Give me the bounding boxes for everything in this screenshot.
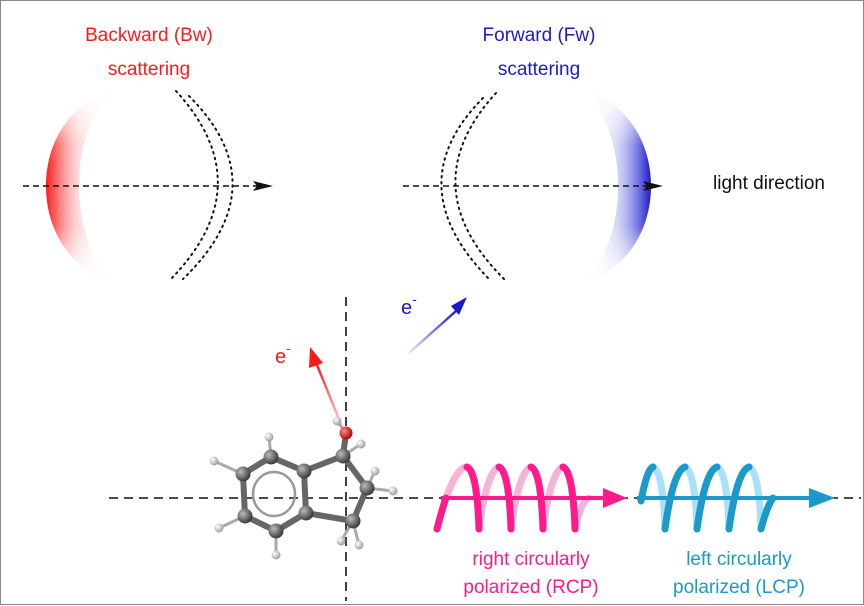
- backward-wavefronts: [168, 90, 234, 282]
- backward-title: Backward (Bw): [85, 25, 213, 46]
- forward-electron-label: e-: [401, 291, 417, 319]
- forward-wavefronts: [440, 92, 505, 282]
- rcp-label-line2: polarized (RCP): [463, 577, 598, 598]
- lcp-helix: [637, 463, 835, 533]
- forward-title: Forward (Fw): [483, 25, 596, 46]
- rcp-label-line1: right circularly: [472, 549, 590, 570]
- forward-subtitle: scattering: [498, 59, 580, 80]
- forward-electron-arrow: [408, 297, 467, 354]
- lcp-label-line1: left circularly: [686, 549, 792, 570]
- lcp-label-line2: polarized (LCP): [673, 577, 805, 598]
- forward-scattering-lobe: [581, 89, 651, 284]
- light-direction-label: light direction: [713, 173, 825, 194]
- backward-subtitle: scattering: [108, 59, 190, 80]
- backward-light-axis: [23, 181, 273, 191]
- backward-electron-label: e-: [275, 340, 291, 368]
- rcp-helix: [433, 463, 627, 533]
- forward-light-axis: [403, 181, 663, 191]
- molecule-model: [209, 416, 398, 560]
- backward-scattering-lobe: [46, 89, 116, 284]
